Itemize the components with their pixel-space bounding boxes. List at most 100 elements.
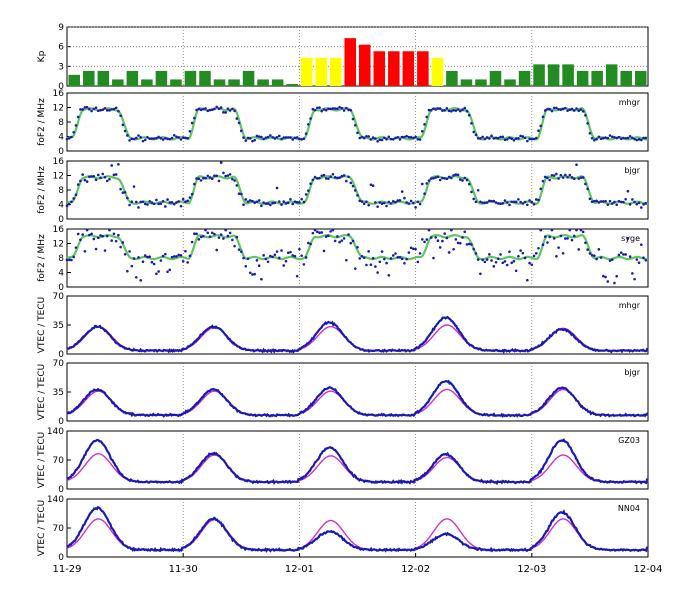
observed-point xyxy=(501,202,505,205)
observed-point xyxy=(114,173,118,176)
observed-point xyxy=(172,134,176,137)
observed-point xyxy=(445,236,449,240)
observed-point xyxy=(193,116,196,120)
observed-point xyxy=(327,107,330,111)
observed-point xyxy=(282,200,286,203)
observed-point xyxy=(322,108,326,111)
observed-point xyxy=(351,117,355,121)
observed-point xyxy=(414,135,417,139)
observed-point xyxy=(575,107,578,110)
observed-point xyxy=(132,257,136,260)
observed-point xyxy=(631,136,634,140)
observed-point xyxy=(496,202,500,205)
observed-point xyxy=(369,183,373,187)
observed-point xyxy=(320,231,324,234)
observed-point xyxy=(246,136,250,140)
observed-point xyxy=(329,107,332,111)
observed-point xyxy=(499,253,502,256)
observed-point xyxy=(599,256,603,259)
observed-point xyxy=(219,106,223,109)
observed-point xyxy=(387,274,391,277)
observed-point xyxy=(179,253,183,257)
observed-point xyxy=(94,247,98,251)
observed-point xyxy=(474,252,478,255)
observed-point xyxy=(421,182,424,186)
observed-point xyxy=(425,238,429,241)
observed-point xyxy=(79,108,82,111)
observed-point xyxy=(633,277,636,281)
observed-point xyxy=(103,106,107,110)
observed-point xyxy=(595,257,598,261)
observed-point xyxy=(137,206,140,209)
observed-point xyxy=(517,198,520,201)
kp-bar xyxy=(199,70,211,86)
observed-point xyxy=(570,238,574,242)
observed-point xyxy=(436,239,440,243)
observed-point xyxy=(289,136,292,139)
observed-point xyxy=(405,134,408,138)
observed-point xyxy=(72,130,76,134)
observed-point xyxy=(231,238,234,242)
station-label: mhgr xyxy=(619,301,641,310)
observed-point xyxy=(184,136,187,140)
observed-point xyxy=(456,108,460,111)
observed-point xyxy=(101,172,105,176)
observed-point xyxy=(572,109,576,112)
observed-point xyxy=(257,264,261,267)
observed-point xyxy=(164,252,167,256)
observed-point xyxy=(255,259,259,262)
observed-point xyxy=(264,257,268,261)
observed-point xyxy=(90,232,93,236)
observed-point xyxy=(322,249,326,253)
observed-point xyxy=(481,258,484,262)
panel-vtec-bjgr: 0 35 70 VTEC / TECU bjgr xyxy=(37,359,649,427)
observed-point xyxy=(353,189,357,192)
observed-point xyxy=(313,175,317,179)
observed-point xyxy=(157,270,160,273)
observed-point xyxy=(315,177,319,180)
observed-point xyxy=(65,258,69,262)
observed-point xyxy=(202,234,205,238)
observed-point xyxy=(508,136,511,140)
observed-point xyxy=(139,135,143,139)
observed-point xyxy=(92,174,96,178)
observed-point xyxy=(119,187,122,191)
observed-point xyxy=(175,201,178,204)
y-tick-label: 6 xyxy=(58,43,64,53)
x-tick-label: 12-01 xyxy=(285,564,314,575)
observed-point xyxy=(398,138,402,141)
observed-point xyxy=(94,106,98,110)
observed-point xyxy=(383,257,386,261)
observed-point xyxy=(253,272,257,276)
observed-point xyxy=(132,185,136,188)
observed-point xyxy=(217,107,221,111)
observed-point xyxy=(67,258,71,262)
observed-point xyxy=(559,108,563,111)
observed-point xyxy=(628,255,632,258)
observed-point xyxy=(248,271,252,275)
kp-bar xyxy=(141,79,153,86)
observed-point xyxy=(90,109,93,113)
observed-point xyxy=(447,109,451,113)
observed-point xyxy=(275,135,279,139)
observed-point xyxy=(407,202,411,205)
y-tick-label: 0 xyxy=(58,82,64,92)
observed-point xyxy=(499,202,502,206)
y-tick-label: 4 xyxy=(58,201,64,211)
observed-point xyxy=(318,176,321,180)
observed-point xyxy=(242,256,245,260)
observed-point xyxy=(347,175,350,179)
observed-point xyxy=(398,199,402,202)
observed-point xyxy=(613,281,616,285)
observed-point xyxy=(490,199,493,203)
observed-point xyxy=(622,136,625,140)
observed-point xyxy=(485,136,489,139)
station-label: GZ03 xyxy=(618,436,640,445)
observed-point xyxy=(266,202,270,205)
observed-point xyxy=(85,105,89,109)
observed-point xyxy=(112,107,116,111)
observed-point xyxy=(561,251,565,255)
observed-point xyxy=(76,183,80,186)
observed-point xyxy=(181,197,185,201)
observed-point xyxy=(103,175,107,179)
